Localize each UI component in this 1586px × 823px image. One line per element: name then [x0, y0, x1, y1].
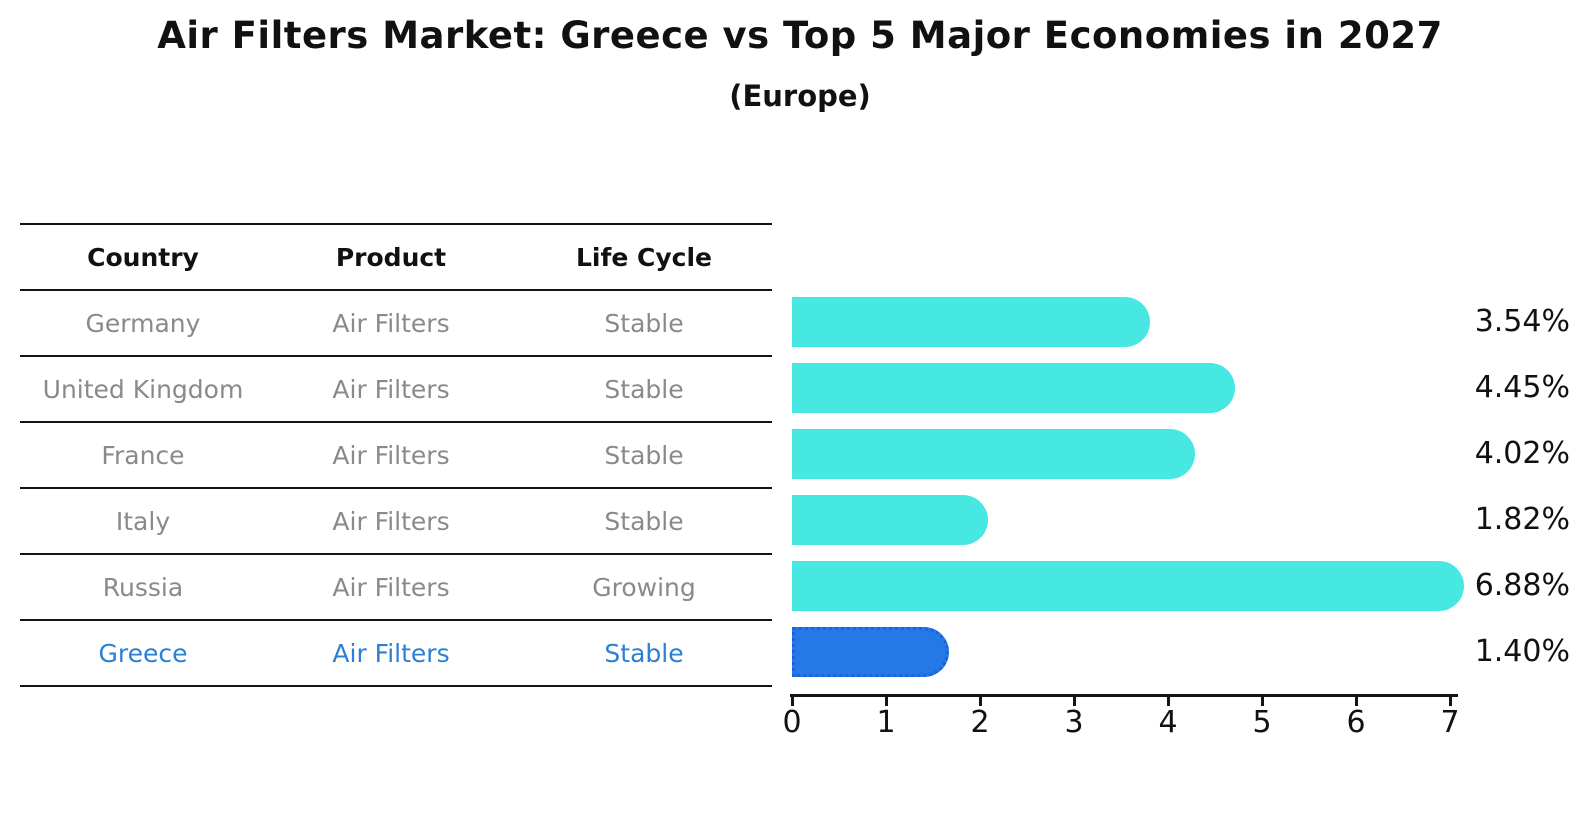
cell-product: Air Filters [332, 308, 450, 338]
title-container: Air Filters Market: Greece vs Top 5 Majo… [0, 14, 1586, 57]
cell-life-cycle: Growing [592, 572, 696, 602]
bar-italy [792, 495, 988, 545]
cell-country: Italy [115, 506, 171, 536]
column-header-life-cycle: Life Cycle [575, 242, 713, 272]
x-axis-tick-label-1: 1 [876, 705, 896, 740]
x-axis-tick-3 [1073, 697, 1076, 706]
cell-product: Air Filters [332, 374, 450, 404]
x-axis-tick-label-5: 5 [1252, 705, 1272, 740]
x-axis-tick-label-6: 6 [1346, 705, 1366, 740]
x-axis-tick-label-2: 2 [970, 705, 990, 740]
cell-country: Greece [98, 638, 188, 668]
bar-united-kingdom [792, 363, 1235, 413]
column-header-country: Country [87, 242, 199, 272]
cell-life-cycle: Stable [604, 638, 684, 668]
value-label-germany: 3.54% [1474, 304, 1570, 339]
table-row-france: France Air Filters Stable [20, 421, 772, 487]
x-axis-tick-label-4: 4 [1158, 705, 1178, 740]
x-axis-tick-5 [1261, 697, 1264, 706]
bar-russia [792, 561, 1464, 611]
country-table: Country Product Life Cycle Germany Air F… [20, 223, 772, 687]
column-header-product: Product [335, 242, 447, 272]
cell-life-cycle: Stable [604, 506, 684, 536]
cell-country: Germany [85, 308, 201, 338]
x-axis-tick-label-7: 7 [1440, 705, 1460, 740]
x-axis-tick-6 [1355, 697, 1358, 706]
cell-product: Air Filters [332, 638, 450, 668]
bar-germany [792, 297, 1150, 347]
bar-greece [792, 627, 949, 677]
cell-country: United Kingdom [42, 374, 244, 404]
subtitle-container: (Europe) [0, 79, 1586, 113]
cell-product: Air Filters [332, 572, 450, 602]
x-axis-tick-label-3: 3 [1064, 705, 1084, 740]
table-row-italy: Italy Air Filters Stable [20, 487, 772, 553]
value-label-italy: 1.82% [1474, 502, 1570, 537]
value-label-france: 4.02% [1474, 436, 1570, 471]
cell-life-cycle: Stable [604, 308, 684, 338]
value-label-greece: 1.40% [1474, 634, 1570, 669]
table-row-russia: Russia Air Filters Growing [20, 553, 772, 619]
x-axis-tick-4 [1167, 697, 1170, 706]
cell-product: Air Filters [332, 506, 450, 536]
chart-subtitle: (Europe) [729, 79, 871, 113]
x-axis-line [790, 694, 1458, 697]
bar-france [792, 429, 1195, 479]
cell-country: Russia [102, 572, 184, 602]
table-row-greece: Greece Air Filters Stable [20, 619, 772, 685]
value-label-united-kingdom: 4.45% [1474, 370, 1570, 405]
x-axis-tick-1 [885, 697, 888, 706]
cell-product: Air Filters [332, 440, 450, 470]
table-body: Germany Air Filters Stable United Kingdo… [20, 289, 772, 685]
cell-life-cycle: Stable [604, 440, 684, 470]
x-axis-tick-label-0: 0 [782, 705, 802, 740]
x-axis-tick-0 [791, 697, 794, 706]
table-row-united-kingdom: United Kingdom Air Filters Stable [20, 355, 772, 421]
table-row-germany: Germany Air Filters Stable [20, 289, 772, 355]
cell-country: France [101, 440, 185, 470]
cell-life-cycle: Stable [604, 374, 684, 404]
value-label-russia: 6.88% [1474, 568, 1570, 603]
table-header-row: Country Product Life Cycle [20, 223, 772, 289]
chart-title: Air Filters Market: Greece vs Top 5 Majo… [157, 14, 1443, 57]
x-axis-tick-2 [979, 697, 982, 706]
x-axis-tick-7 [1449, 697, 1452, 706]
